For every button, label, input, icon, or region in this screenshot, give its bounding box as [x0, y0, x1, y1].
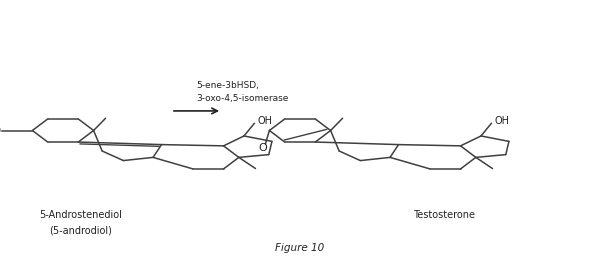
Text: 5-Androstenediol: 5-Androstenediol: [40, 210, 122, 220]
Text: 5-ene-3bHSD,: 5-ene-3bHSD,: [197, 81, 259, 90]
Text: Figure 10: Figure 10: [275, 244, 325, 253]
Text: Testosterone: Testosterone: [413, 210, 475, 220]
Text: 3-oxo-4,5-isomerase: 3-oxo-4,5-isomerase: [197, 94, 289, 103]
Text: OH: OH: [494, 116, 509, 126]
Text: O: O: [258, 143, 267, 153]
Text: HO: HO: [0, 126, 1, 135]
Text: OH: OH: [257, 116, 272, 126]
Text: (5-androdiol): (5-androdiol): [50, 226, 112, 236]
